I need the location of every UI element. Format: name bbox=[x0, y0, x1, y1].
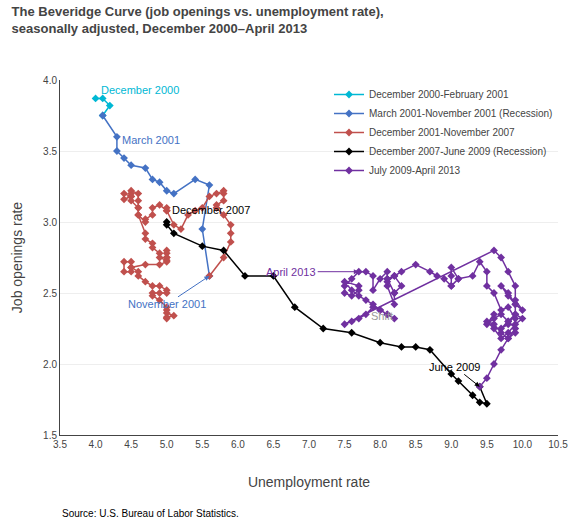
svg-text:December 2007: December 2007 bbox=[172, 204, 250, 216]
svg-text:November 2001: November 2001 bbox=[128, 298, 206, 310]
svg-text:3.5: 3.5 bbox=[43, 146, 57, 157]
svg-text:Shift: Shift bbox=[371, 310, 393, 322]
svg-text:4.0: 4.0 bbox=[89, 439, 103, 450]
svg-text:Source: U.S. Bureau of Labor S: Source: U.S. Bureau of Labor Statistics. bbox=[62, 508, 239, 519]
svg-text:December 2000-February 2001: December 2000-February 2001 bbox=[369, 89, 509, 100]
svg-text:9.0: 9.0 bbox=[444, 439, 458, 450]
svg-text:3.5: 3.5 bbox=[53, 439, 67, 450]
svg-text:8.5: 8.5 bbox=[409, 439, 423, 450]
svg-text:5.5: 5.5 bbox=[195, 439, 209, 450]
svg-text:Job openings rate: Job openings rate bbox=[9, 202, 25, 314]
svg-text:December 2001-November 2007: December 2001-November 2007 bbox=[369, 127, 515, 138]
svg-text:6.0: 6.0 bbox=[231, 439, 245, 450]
svg-text:4.5: 4.5 bbox=[124, 439, 138, 450]
svg-text:2.0: 2.0 bbox=[43, 359, 57, 370]
svg-text:Unemployment rate: Unemployment rate bbox=[248, 474, 370, 490]
svg-text:2.5: 2.5 bbox=[43, 288, 57, 299]
svg-text:9.5: 9.5 bbox=[480, 439, 494, 450]
svg-text:March 2001: March 2001 bbox=[122, 134, 180, 146]
svg-text:6.5: 6.5 bbox=[266, 439, 280, 450]
svg-text:June 2009: June 2009 bbox=[429, 361, 480, 373]
svg-text:The Beveridge Curve (job openi: The Beveridge Curve (job openings vs. un… bbox=[12, 4, 384, 36]
svg-text:April 2013: April 2013 bbox=[266, 266, 316, 278]
svg-text:5.0: 5.0 bbox=[160, 439, 174, 450]
svg-text:4.0: 4.0 bbox=[43, 75, 57, 86]
svg-text:8.0: 8.0 bbox=[373, 439, 387, 450]
svg-text:3.0: 3.0 bbox=[43, 217, 57, 228]
svg-text:July 2009-April 2013: July 2009-April 2013 bbox=[369, 165, 461, 176]
svg-text:1.5: 1.5 bbox=[43, 430, 57, 441]
svg-text:March 2001-November 2001 (Rece: March 2001-November 2001 (Recession) bbox=[369, 108, 552, 119]
svg-text:10.0: 10.0 bbox=[513, 439, 533, 450]
svg-text:10.5: 10.5 bbox=[548, 439, 568, 450]
svg-text:7.0: 7.0 bbox=[302, 439, 316, 450]
svg-text:December 2007-June 2009 (Reces: December 2007-June 2009 (Recession) bbox=[369, 146, 546, 157]
svg-text:December 2000: December 2000 bbox=[101, 84, 179, 96]
svg-text:7.5: 7.5 bbox=[338, 439, 352, 450]
